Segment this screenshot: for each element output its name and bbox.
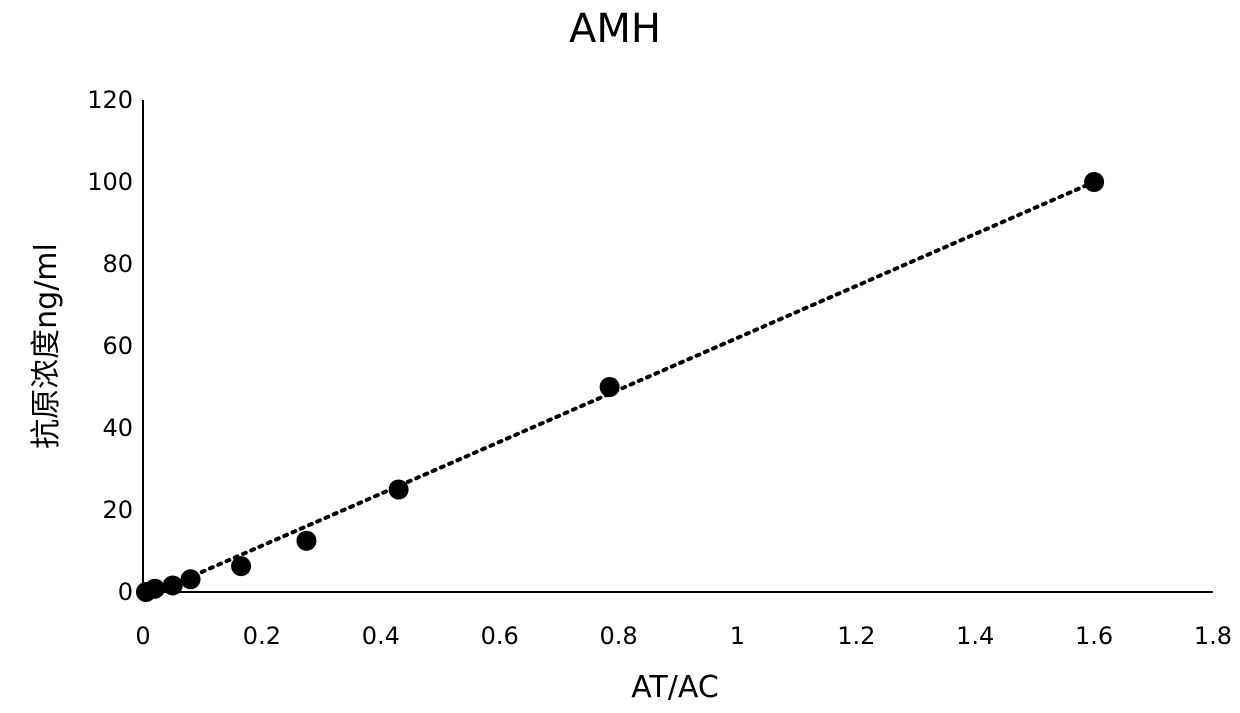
x-tick-label: 0.2 bbox=[243, 622, 281, 650]
data-point bbox=[389, 480, 409, 500]
y-tick-label: 20 bbox=[102, 496, 133, 524]
x-tick-label: 1 bbox=[730, 622, 745, 650]
x-tick-label: 1.4 bbox=[956, 622, 994, 650]
y-tick-label: 40 bbox=[102, 414, 133, 442]
data-point bbox=[181, 569, 201, 589]
y-tick-label: 60 bbox=[102, 332, 133, 360]
x-tick-label: 0.8 bbox=[599, 622, 637, 650]
data-point bbox=[145, 579, 165, 599]
y-tick-label: 120 bbox=[87, 86, 133, 114]
y-tick-label: 0 bbox=[118, 578, 133, 606]
data-points bbox=[136, 172, 1104, 602]
x-tick-label: 0 bbox=[135, 622, 150, 650]
data-point bbox=[1084, 172, 1104, 192]
data-point bbox=[163, 575, 183, 595]
x-tick-label: 1.8 bbox=[1194, 622, 1232, 650]
x-tick-label: 0.4 bbox=[362, 622, 400, 650]
x-tick-label: 1.2 bbox=[837, 622, 875, 650]
x-axis-title: AT/AC bbox=[631, 670, 719, 705]
x-tick-labels: 0 0.2 0.4 0.6 0.8 1 1.2 1.4 1.6 1.8 bbox=[135, 622, 1232, 650]
data-point bbox=[600, 377, 620, 397]
y-axis-title: 抗原浓度ng/ml bbox=[29, 243, 64, 449]
x-tick-label: 0.6 bbox=[481, 622, 519, 650]
y-tick-label: 80 bbox=[102, 250, 133, 278]
data-point bbox=[231, 556, 251, 576]
x-tick-label: 1.6 bbox=[1075, 622, 1113, 650]
data-point bbox=[296, 531, 316, 551]
y-tick-labels: 0 20 40 60 80 100 120 bbox=[87, 86, 133, 606]
trendline bbox=[194, 182, 1095, 576]
y-tick-label: 100 bbox=[87, 168, 133, 196]
chart-title: AMH bbox=[569, 6, 661, 52]
